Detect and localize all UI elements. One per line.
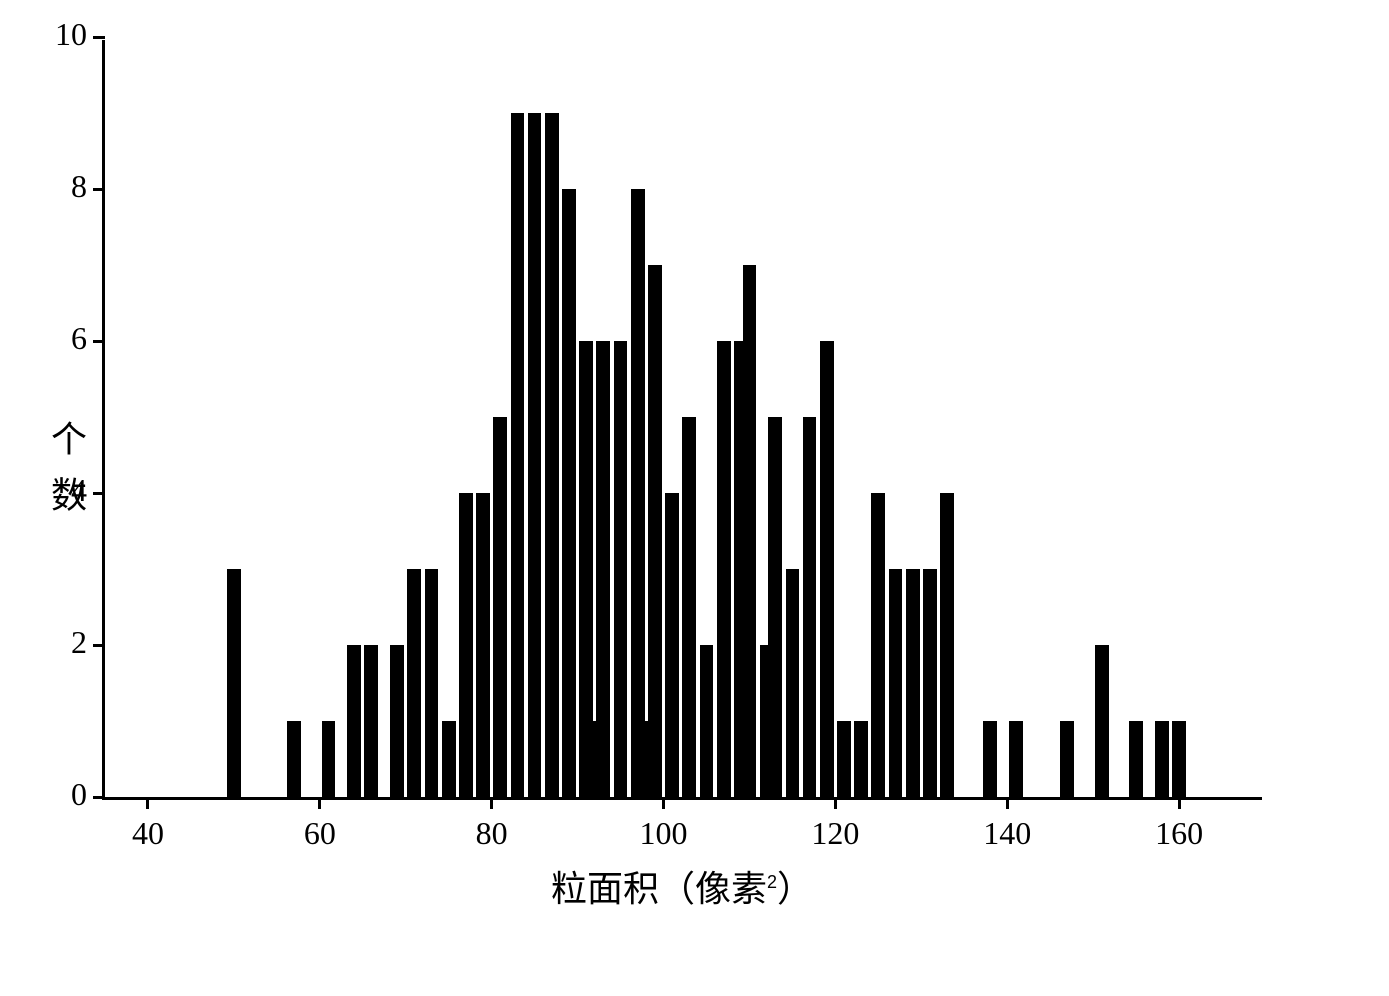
histogram-bar (347, 645, 361, 797)
plot-region: 0246810406080100120140160 (102, 40, 1262, 800)
x-tick-label: 120 (811, 797, 859, 852)
histogram-bar (1060, 721, 1074, 797)
x-tick-label: 160 (1155, 797, 1203, 852)
histogram-bar (596, 341, 610, 797)
histogram-bar (743, 265, 757, 797)
histogram-bar (854, 721, 868, 797)
y-tick-label: 6 (71, 320, 105, 357)
histogram-bar (665, 493, 679, 797)
histogram-bar (871, 493, 885, 797)
histogram-bar (803, 417, 817, 797)
histogram-bar (717, 341, 731, 797)
histogram-bar (476, 493, 490, 797)
histogram-bar (545, 113, 559, 797)
histogram-bar (322, 721, 336, 797)
histogram-bar (614, 341, 628, 797)
histogram-bar (906, 569, 920, 797)
histogram-bar (287, 721, 301, 797)
x-tick-label: 100 (640, 797, 688, 852)
histogram-bar (528, 113, 542, 797)
x-tick-label: 140 (983, 797, 1031, 852)
histogram-bar (442, 721, 456, 797)
histogram-bar (511, 113, 525, 797)
histogram-bar (227, 569, 241, 797)
x-tick-label: 40 (132, 797, 164, 852)
y-tick-label: 2 (71, 624, 105, 661)
x-tick-label: 80 (476, 797, 508, 852)
histogram-bar (425, 569, 439, 797)
x-axis-label: 粒面积（像素2） (102, 860, 1262, 912)
chart-area: 0246810406080100120140160 粒面积（像素2） (102, 40, 1262, 912)
histogram-bar (562, 189, 576, 797)
x-axis-label-text: 粒面积（像素2） (551, 868, 813, 909)
x-tick-label: 60 (304, 797, 336, 852)
histogram-bar (493, 417, 507, 797)
histogram-bar (820, 341, 834, 797)
histogram-bar (940, 493, 954, 797)
histogram-chart: 个数 0246810406080100120140160 粒面积（像素2） (40, 40, 1262, 912)
histogram-bar (1172, 721, 1186, 797)
histogram-bar (1129, 721, 1143, 797)
histogram-bar (786, 569, 800, 797)
histogram-bar (648, 265, 662, 797)
histogram-bar (1095, 645, 1109, 797)
y-tick-label: 10 (55, 16, 105, 53)
histogram-bar (923, 569, 937, 797)
y-tick-label: 0 (71, 776, 105, 813)
histogram-bar (459, 493, 473, 797)
histogram-bar (768, 417, 782, 797)
histogram-bar (407, 569, 421, 797)
histogram-bar (1155, 721, 1169, 797)
y-tick-label: 4 (71, 472, 105, 509)
histogram-bar (889, 569, 903, 797)
histogram-bar (983, 721, 997, 797)
histogram-bar (631, 189, 645, 797)
y-tick-label: 8 (71, 168, 105, 205)
histogram-bar (700, 645, 714, 797)
histogram-bar (1009, 721, 1023, 797)
histogram-bar (364, 645, 378, 797)
histogram-bar (837, 721, 851, 797)
histogram-bar (390, 645, 404, 797)
histogram-bar (682, 417, 696, 797)
